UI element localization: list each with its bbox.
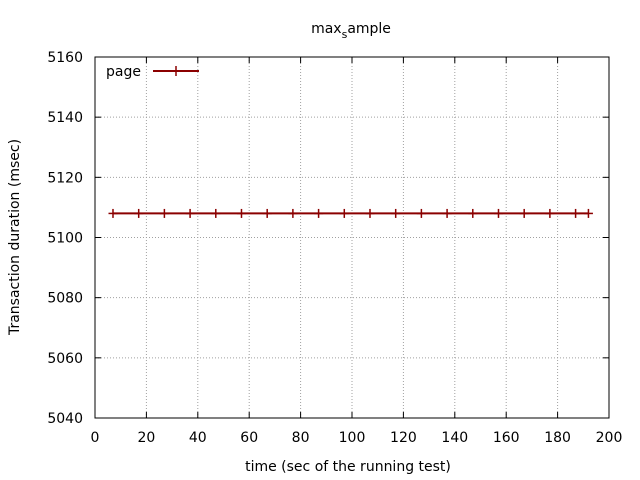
data-point bbox=[545, 208, 555, 218]
legend: page bbox=[106, 64, 199, 80]
x-tick-label: 100 bbox=[339, 430, 366, 446]
x-tick-label: 80 bbox=[292, 430, 310, 446]
y-tick-label: 5060 bbox=[47, 351, 83, 367]
data-point bbox=[262, 208, 272, 218]
x-tick-label: 160 bbox=[493, 430, 520, 446]
x-tick-label: 140 bbox=[441, 430, 468, 446]
x-tick-label: 180 bbox=[544, 430, 571, 446]
data-point bbox=[519, 208, 529, 218]
data-point bbox=[185, 208, 195, 218]
y-tick-label: 5140 bbox=[47, 110, 83, 126]
x-tick-label: 0 bbox=[91, 430, 100, 446]
data-point bbox=[391, 208, 401, 218]
grid bbox=[95, 57, 609, 418]
data-point bbox=[108, 208, 118, 218]
x-tick-label: 40 bbox=[189, 430, 207, 446]
data-point bbox=[211, 208, 221, 218]
x-axis-label: time (sec of the running test) bbox=[245, 459, 451, 475]
data-point bbox=[416, 208, 426, 218]
data-point bbox=[159, 208, 169, 218]
data-point bbox=[236, 208, 246, 218]
y-tick-label: 5100 bbox=[47, 231, 83, 247]
y-tick-label: 5080 bbox=[47, 291, 83, 307]
data-point bbox=[442, 208, 452, 218]
y-tick-label: 5120 bbox=[47, 170, 83, 186]
chart-title-main: max bbox=[311, 21, 342, 37]
data-point bbox=[571, 208, 581, 218]
x-tick-label: 120 bbox=[390, 430, 417, 446]
chart-title: maxsample bbox=[311, 21, 391, 41]
data-point bbox=[493, 208, 503, 218]
axis-ticks: 0 20 40 60 80 100 120 140 160 180 200 5040 5060 5080 5… bbox=[47, 50, 622, 446]
y-tick-label: 5040 bbox=[47, 411, 83, 427]
x-tick-label: 200 bbox=[596, 430, 623, 446]
legend-label-page: page bbox=[106, 64, 141, 80]
y-tick-label: 5160 bbox=[47, 50, 83, 66]
data-point bbox=[134, 208, 144, 218]
data-point bbox=[339, 208, 349, 218]
x-tick-label: 20 bbox=[137, 430, 155, 446]
data-point bbox=[583, 208, 593, 218]
data-point bbox=[468, 208, 478, 218]
data-point bbox=[314, 208, 324, 218]
data-point bbox=[288, 208, 298, 218]
x-tick-label: 60 bbox=[240, 430, 258, 446]
data-point bbox=[365, 208, 375, 218]
series-layer bbox=[108, 208, 593, 218]
y-axis-label: Transaction duration (msec) bbox=[7, 139, 23, 336]
chart-title-rest: ample bbox=[347, 21, 391, 37]
chart-title-subscript: s bbox=[342, 28, 348, 41]
